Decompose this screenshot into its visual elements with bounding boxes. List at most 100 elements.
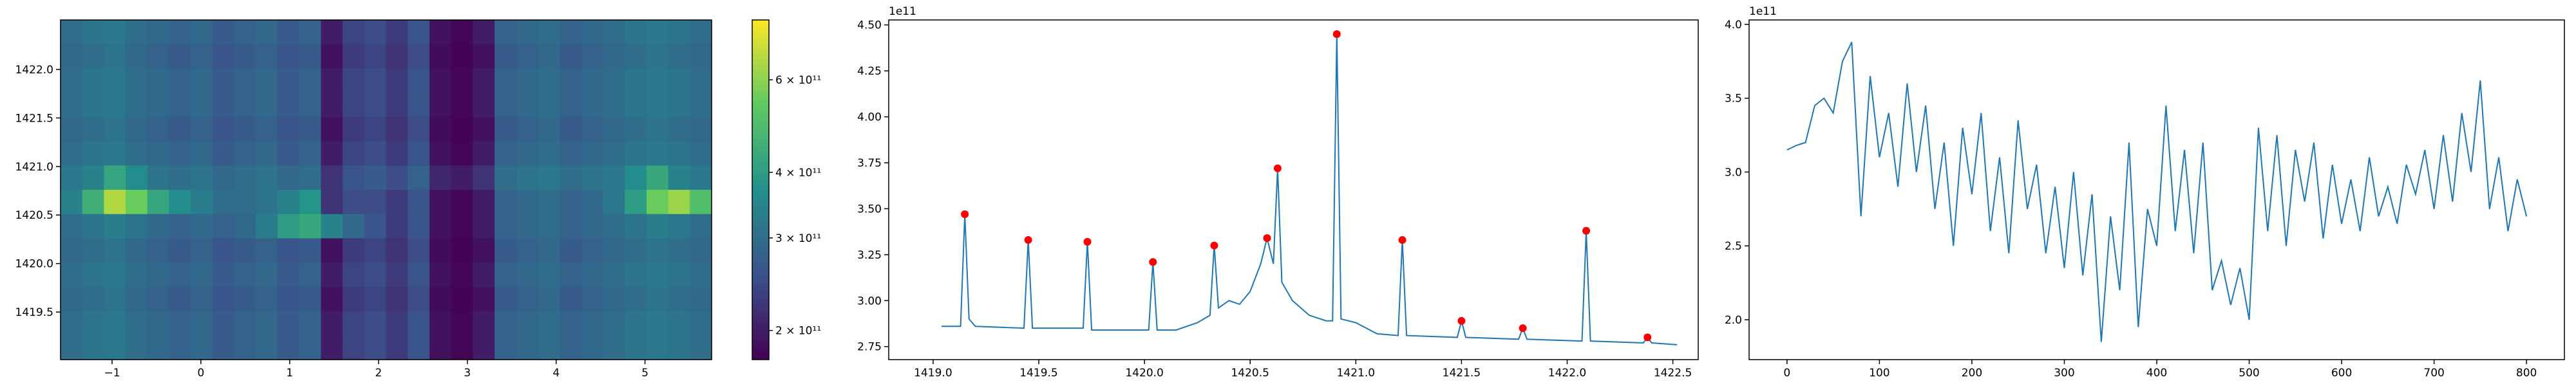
heatmap-cell [299,335,321,360]
heatmap-cell [625,68,647,93]
peak-marker [1457,317,1466,325]
heatmap-cell [408,214,430,239]
heatmap-cell [299,286,321,312]
y-tick-label: 3.75 [857,157,882,170]
heatmap-cell [104,238,126,263]
heatmap-cell [278,286,300,312]
heatmap-cell [668,262,690,288]
heatmap-cell [603,262,625,288]
heatmap-cell [408,238,430,263]
heatmap-cell [147,165,170,190]
heatmap-cell [169,262,191,288]
heatmap-cell [104,286,126,312]
y-tick-label: 3.0 [1725,166,1742,179]
heatmap-cell [147,141,170,166]
y-tick-label: 1421.5 [15,112,53,125]
heatmap-cell [625,165,647,190]
heatmap-cell [212,214,235,239]
heatmap-cell [147,116,170,142]
heatmap-cell [516,20,538,45]
x-tick-label: 0 [198,367,205,380]
heatmap-cell [61,190,83,215]
heatmap-cell [690,165,712,190]
heatmap-cell [61,141,83,166]
heatmap-cell [343,238,365,263]
heatmap-cell [191,311,213,336]
heatmap-cell [516,262,538,288]
heatmap-cell [61,335,83,360]
heatmap-cell [451,93,473,118]
heatmap-cell [321,93,343,118]
x-tick-label: 300 [2054,367,2074,380]
heatmap-cell [646,20,669,45]
heatmap-cell [278,68,300,93]
peak-marker [1210,241,1218,250]
heatmap-cell [386,165,408,190]
heatmap-cell [516,286,538,312]
heatmap-cell [690,190,712,215]
heatmap-cell [386,286,408,312]
heatmap-cell [646,214,669,239]
heatmap-cell [256,116,278,142]
heatmap-cell [82,190,104,215]
heatmap-cell [169,93,191,118]
x-tick-label: 1420.0 [1125,367,1163,380]
peak-marker [1398,236,1406,244]
heatmap-cell [61,68,83,93]
heatmap-cell [625,141,647,166]
x-tick-label: 0 [1783,367,1790,380]
heatmap-cell [581,335,604,360]
heatmap-cell [147,238,170,263]
heatmap-cell [191,238,213,263]
heatmap-cell [234,214,256,239]
heatmap-cell [126,311,148,336]
heatmap-cell [581,190,604,215]
heatmap-cell [61,311,83,336]
heatmap-cell [82,116,104,142]
heatmap-cell [560,190,582,215]
heatmap-cell [82,286,104,312]
heatmap-cell [321,20,343,45]
heatmap-cell [495,262,517,288]
heatmap-cell [212,238,235,263]
x-tick-label: 400 [2146,367,2167,380]
heatmap-cell [429,116,452,142]
heatmap-cell [538,68,560,93]
heatmap-cell [82,44,104,69]
heatmap-cell [386,141,408,166]
heatmap-cell [212,311,235,336]
x-tick-label: 1 [286,367,293,380]
heatmap-cell [234,286,256,312]
heatmap-cell [61,214,83,239]
heatmap-cell [495,190,517,215]
x-tick-label: 1419.0 [914,367,952,380]
colorbar-tick-label: 2 × 10¹¹ [775,325,821,338]
heatmap-cell [321,286,343,312]
heatmap-cell [191,262,213,288]
heatmap-cell [625,44,647,69]
heatmap-cell [343,93,365,118]
heatmap-cell [408,335,430,360]
heatmap-cell [169,335,191,360]
heatmap-cell [82,238,104,263]
x-tick-label: 200 [1962,367,1982,380]
heatmap-cell [212,44,235,69]
heatmap-cell [516,116,538,142]
heatmap-cell [690,335,712,360]
y-tick-label: 2.5 [1725,240,1742,253]
heatmap-cell [473,68,495,93]
heatmap-cell [364,116,387,142]
heatmap-cell [386,20,408,45]
heatmap-cell [690,238,712,263]
x-tick-label: 1422.0 [1548,367,1586,380]
x-tick-label: 800 [2516,367,2537,380]
heatmap-cell [560,141,582,166]
heatmap-cell [61,116,83,142]
heatmap-cell [82,214,104,239]
heatmap-cell [625,190,647,215]
heatmap-cell [321,238,343,263]
heatmap-cell [61,165,83,190]
y-tick-label: 2.0 [1725,314,1742,327]
y-tick-label: 1420.0 [15,258,53,271]
heatmap-cell [234,335,256,360]
